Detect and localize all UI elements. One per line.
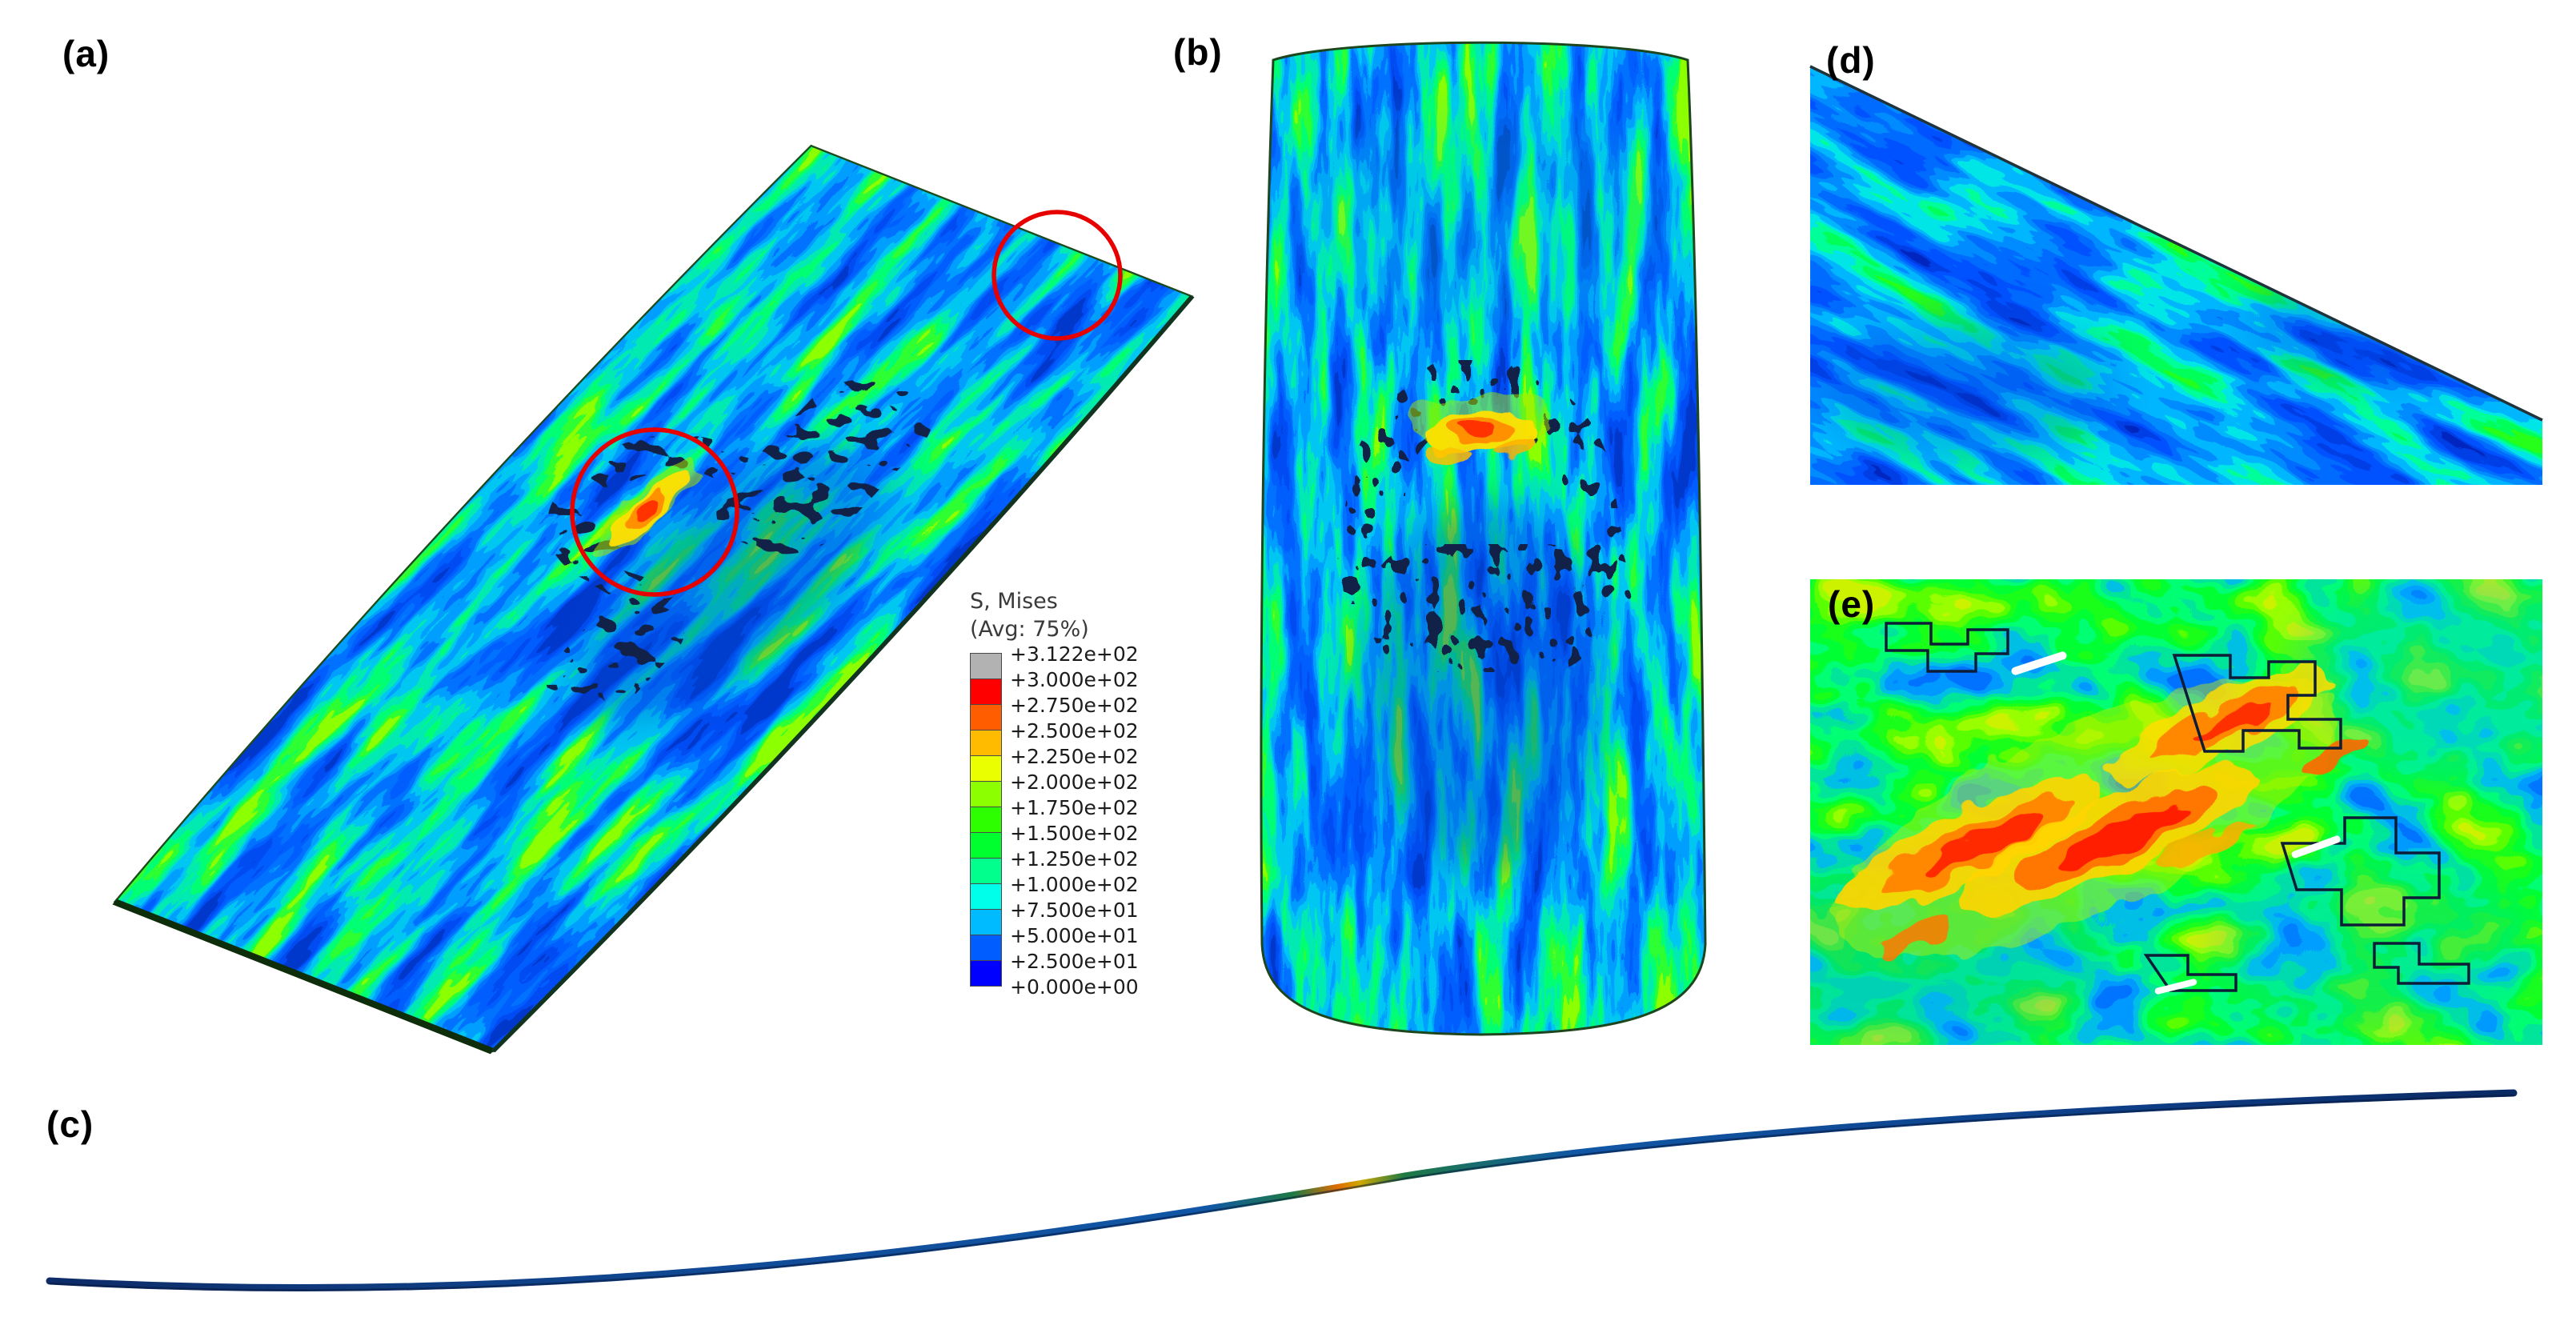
legend-chip [970, 730, 1002, 757]
impact-hotspot-a [598, 462, 693, 554]
panel-b-plate [1260, 41, 1707, 1036]
legend-chip [970, 935, 1002, 962]
panel-label-b: (b) [1173, 31, 1223, 73]
highlight-circle-impact [570, 427, 739, 597]
legend-chip [970, 679, 1002, 706]
low-stress-region-d1 [1818, 318, 2122, 462]
legend-chip [970, 858, 1002, 885]
legend-chip [970, 653, 1002, 680]
legend-title-line2: (Avg: 75%) [970, 617, 1089, 642]
legend-title-line1: S, Mises [970, 589, 1058, 614]
legend-tick-label: +0.000e+00 [1010, 975, 1139, 999]
plate-a-underside-bottom [491, 295, 1195, 1053]
legend-chip [970, 832, 1002, 859]
legend-chip [970, 781, 1002, 808]
legend-chip [970, 909, 1002, 936]
legend-tick-label: +1.250e+02 [1010, 847, 1139, 871]
panel-label-e: (e) [1828, 583, 1876, 625]
panel-c-side-view [46, 1089, 2518, 1292]
cool-region-e1 [2290, 579, 2542, 779]
legend-body: +3.122e+02 +3.000e+02 +2.750e+02 +2.500e+02… [970, 642, 1139, 999]
crack-gaps [2011, 651, 2341, 995]
plate-b-outline [1260, 41, 1707, 1036]
legend-chip [970, 960, 1002, 987]
deflected-plate-profile [46, 1089, 2518, 1292]
legend-tick-label: +1.500e+02 [1010, 822, 1139, 846]
legend-tick-label: +2.500e+02 [1010, 719, 1139, 743]
highlight-circle-edge [992, 210, 1123, 341]
damage-speckle-arch-b [1331, 360, 1633, 672]
mid-stress-tint-b [1292, 104, 1676, 328]
cool-region-e3 [2210, 859, 2530, 1035]
legend-tick-label: +2.750e+02 [1010, 694, 1139, 718]
panel-label-a: (a) [62, 33, 110, 74]
legend-tick-column: +3.122e+02 +3.000e+02 +2.750e+02 +2.500e+02… [1010, 642, 1186, 999]
plate-edge-line [1809, 65, 2543, 422]
legend-tick-label: +2.500e+01 [1010, 950, 1139, 974]
legend-tick-label: +2.250e+02 [1010, 745, 1139, 769]
legend-chip [970, 704, 1002, 731]
panel-e-damage-zoom [1810, 579, 2542, 1045]
plate-a-underside-left [112, 899, 495, 1055]
stress-legend: S, Mises (Avg: 75%) +3.122e+02 +3.000e+02… [970, 587, 1139, 999]
panel-label-d: (d) [1826, 39, 1876, 81]
legend-chip [970, 807, 1002, 834]
panel-label-c: (c) [46, 1103, 94, 1145]
stress-contour-field-d [1810, 66, 2542, 485]
legend-chip [970, 883, 1002, 911]
legend-tick-label: +3.122e+02 [1010, 642, 1139, 667]
low-stress-region-d2 [2242, 270, 2498, 382]
highlight-circles [570, 210, 1123, 597]
legend-tick-label: +7.500e+01 [1010, 899, 1139, 923]
panel-a-plate [97, 143, 1208, 1055]
deflected-plate-shadow [49, 1094, 2514, 1291]
legend-tick-label: +3.000e+02 [1010, 668, 1139, 692]
legend-tick-label: +5.000e+01 [1010, 924, 1139, 948]
legend-chip-column [970, 653, 1002, 987]
legend-tick-label: +2.000e+02 [1010, 771, 1139, 795]
high-stress-streaks [1836, 668, 2368, 959]
legend-chip [970, 755, 1002, 783]
delamination-outlines [1885, 622, 2470, 992]
legend-tick-label: +1.750e+02 [1010, 796, 1139, 820]
impact-hotspot-b [1407, 394, 1559, 462]
legend-tick-label: +1.000e+02 [1010, 873, 1139, 897]
